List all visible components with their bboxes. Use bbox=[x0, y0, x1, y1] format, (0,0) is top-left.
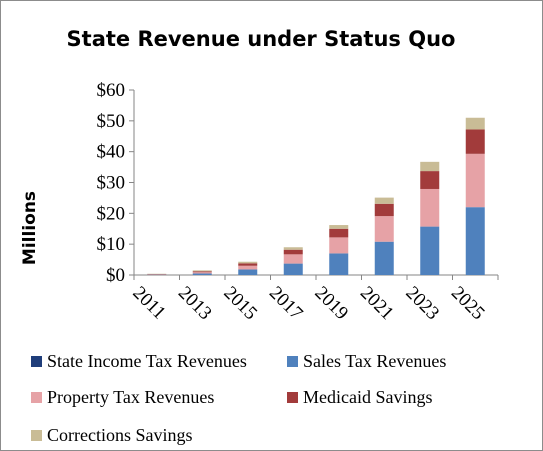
bar-segment-corrections-savings-2025 bbox=[465, 117, 485, 130]
y-tick-label: $20 bbox=[97, 203, 126, 224]
bar-segment-corrections-savings-2015 bbox=[238, 261, 258, 264]
bar-segment-medicaid-savings-2019 bbox=[329, 228, 349, 238]
chart-title: State Revenue under Status Quo bbox=[66, 27, 456, 51]
bar-segment-sales-tax-revenues-2015 bbox=[238, 269, 258, 275]
legend-label: Property Tax Revenues bbox=[47, 387, 215, 407]
legend-item-corrections-savings: Corrections Savings bbox=[31, 425, 193, 446]
bar-segment-sales-tax-revenues-2013 bbox=[192, 273, 212, 275]
x-tick-label: 2025 bbox=[447, 282, 489, 324]
y-tick-label: $60 bbox=[97, 80, 126, 101]
bar-segment-medicaid-savings-2013 bbox=[192, 271, 212, 273]
legend-item-state-income-tax-revenues: State Income Tax Revenues bbox=[31, 351, 247, 372]
legend-swatch bbox=[31, 356, 42, 367]
x-tick-label: 2023 bbox=[401, 282, 443, 324]
bar-segment-sales-tax-revenues-2021 bbox=[374, 241, 394, 275]
legend-label: Sales Tax Revenues bbox=[303, 351, 447, 371]
x-tick-label: 2017 bbox=[265, 282, 307, 324]
bar-segment-property-tax-revenues-2021 bbox=[374, 216, 394, 242]
bar-segment-medicaid-savings-2021 bbox=[374, 203, 394, 217]
bar-segment-property-tax-revenues-2025 bbox=[465, 153, 485, 208]
legend-label: Medicaid Savings bbox=[303, 387, 433, 407]
x-tick-label: 2013 bbox=[174, 282, 216, 324]
x-tick-label: 2019 bbox=[310, 282, 352, 324]
legend-item-medicaid-savings: Medicaid Savings bbox=[287, 387, 432, 408]
bar-segment-sales-tax-revenues-2023 bbox=[420, 226, 440, 275]
legend-swatch bbox=[31, 392, 42, 403]
bar-segment-corrections-savings-2021 bbox=[374, 197, 394, 204]
bar-segment-medicaid-savings-2017 bbox=[283, 249, 303, 255]
y-tick-label: $10 bbox=[97, 234, 126, 255]
legend-swatch bbox=[287, 356, 298, 367]
y-tick-label: $50 bbox=[97, 111, 126, 132]
bar-segment-medicaid-savings-2023 bbox=[420, 171, 440, 189]
bar-segment-property-tax-revenues-2019 bbox=[329, 237, 349, 254]
bar-segment-sales-tax-revenues-2017 bbox=[283, 263, 303, 275]
legend-item-sales-tax-revenues: Sales Tax Revenues bbox=[287, 351, 446, 372]
x-tick-label: 2011 bbox=[128, 282, 169, 323]
legend-item-property-tax-revenues: Property Tax Revenues bbox=[31, 387, 214, 408]
bar-segment-property-tax-revenues-2013 bbox=[192, 272, 212, 274]
y-tick-label: $40 bbox=[97, 142, 126, 163]
legend-swatch bbox=[287, 392, 298, 403]
bar-segment-corrections-savings-2013 bbox=[192, 270, 212, 272]
bar-segment-corrections-savings-2017 bbox=[283, 247, 303, 250]
bar-segment-property-tax-revenues-2023 bbox=[420, 188, 440, 227]
bar-segment-corrections-savings-2019 bbox=[329, 225, 349, 229]
bar-segment-sales-tax-revenues-2025 bbox=[465, 207, 485, 275]
bar-segment-medicaid-savings-2025 bbox=[465, 129, 485, 154]
bar-segment-property-tax-revenues-2015 bbox=[238, 265, 258, 270]
legend-label: State Income Tax Revenues bbox=[47, 351, 247, 371]
bar-segment-medicaid-savings-2015 bbox=[238, 263, 258, 266]
y-tick-label: $30 bbox=[97, 173, 126, 194]
bar-segment-property-tax-revenues-2017 bbox=[283, 254, 303, 264]
legend-swatch bbox=[31, 430, 42, 441]
bar-segment-corrections-savings-2023 bbox=[420, 161, 440, 172]
legend-label: Corrections Savings bbox=[47, 425, 193, 445]
x-tick-label: 2015 bbox=[219, 282, 261, 324]
y-tick-label: $0 bbox=[106, 265, 125, 286]
bar-segment-sales-tax-revenues-2019 bbox=[329, 253, 349, 275]
x-tick-label: 2021 bbox=[356, 282, 398, 324]
chart-legend: State Income Tax Revenues Sales Tax Reven… bbox=[31, 345, 531, 449]
